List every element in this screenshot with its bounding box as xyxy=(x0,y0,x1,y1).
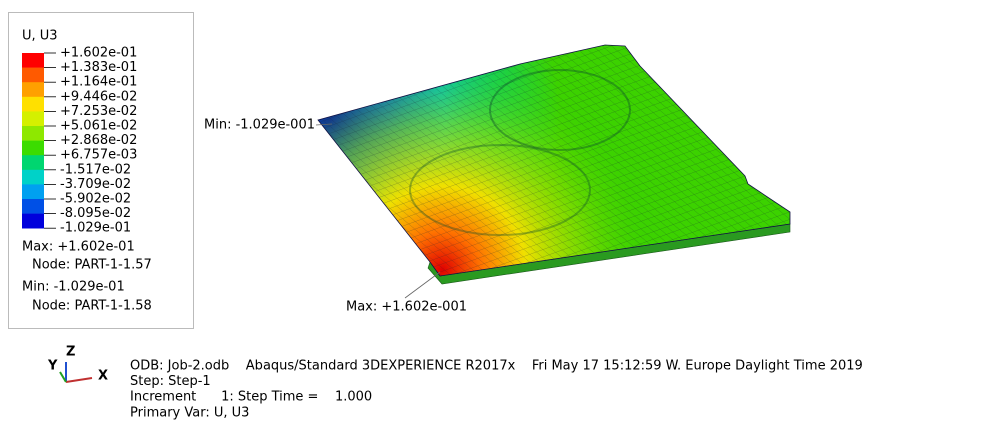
legend-min: Min: -1.029e-01 xyxy=(22,280,125,295)
max-annotation: Max: +1.602e-001 xyxy=(346,300,467,315)
legend-label: +1.383e-01 xyxy=(60,60,137,75)
legend-min-node: Node: PART-1-1.58 xyxy=(32,299,152,314)
legend-label: +1.164e-01 xyxy=(60,75,137,90)
info-line: Step: Step-1 xyxy=(130,374,211,389)
legend-label: +6.757e-03 xyxy=(60,148,137,163)
legend-max-node: Node: PART-1-1.57 xyxy=(32,258,152,273)
viewport: U, U3 +1.602e-01+1.383e-01+1.164e-01+9.4… xyxy=(0,0,1002,424)
legend-label: +7.253e-02 xyxy=(60,104,137,119)
triad-x: X xyxy=(98,369,108,384)
legend-label: -3.709e-02 xyxy=(60,177,131,192)
legend-swatch xyxy=(22,170,44,185)
info-line: Increment 1: Step Time = 1.000 xyxy=(130,390,372,405)
legend-swatch xyxy=(22,155,44,170)
legend-swatch xyxy=(22,141,44,156)
info-line: ODB: Job-2.odb Abaqus/Standard 3DEXPERIE… xyxy=(130,359,863,374)
info-block: ODB: Job-2.odb Abaqus/Standard 3DEXPERIE… xyxy=(130,359,863,421)
legend-swatch xyxy=(22,97,44,112)
legend-label: -8.095e-02 xyxy=(60,206,131,221)
legend-max: Max: +1.602e-01 xyxy=(22,240,135,255)
legend-label: -5.902e-02 xyxy=(60,192,131,207)
triad-z: Z xyxy=(66,345,75,360)
legend-label: -1.029e-01 xyxy=(60,221,131,236)
legend-label: -1.517e-02 xyxy=(60,162,131,177)
legend-swatch xyxy=(22,214,44,229)
legend-swatch xyxy=(22,53,44,68)
legend-label: +9.446e-02 xyxy=(60,89,137,104)
info-line: Primary Var: U, U3 xyxy=(130,405,249,420)
legend-swatch xyxy=(22,184,44,199)
plate-model xyxy=(300,40,800,290)
legend-label: +2.868e-02 xyxy=(60,133,137,148)
legend-title: U, U3 xyxy=(22,29,58,44)
max-leader xyxy=(405,272,440,298)
min-annotation: Min: -1.029e-001 xyxy=(204,118,315,133)
triad: Y Z X xyxy=(47,345,108,384)
legend-label: +1.602e-01 xyxy=(60,46,137,61)
legend-swatch xyxy=(22,126,44,141)
triad-y: Y xyxy=(47,359,58,374)
legend-swatch xyxy=(22,68,44,83)
legend-swatch xyxy=(22,111,44,126)
legend-swatch xyxy=(22,199,44,214)
legend: +1.602e-01+1.383e-01+1.164e-01+9.446e-02… xyxy=(22,46,137,236)
legend-label: +5.061e-02 xyxy=(60,119,137,134)
legend-swatch xyxy=(22,82,44,97)
